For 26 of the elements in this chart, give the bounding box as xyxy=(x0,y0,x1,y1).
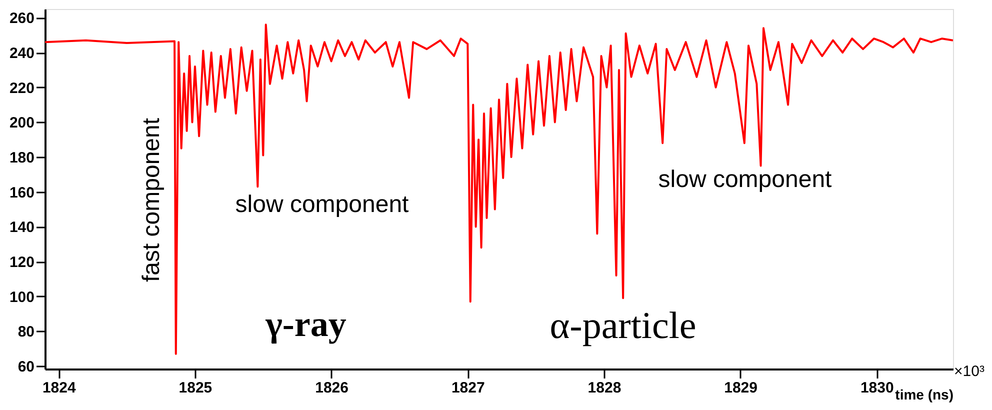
y-tick-label: 120 xyxy=(9,254,34,272)
y-tick-label: 200 xyxy=(9,114,34,132)
text: ×10³ xyxy=(954,363,984,380)
y-tick-label: 100 xyxy=(9,288,34,306)
y-tick-label: 220 xyxy=(9,80,34,97)
x-tick-label: 1826 xyxy=(315,380,348,396)
y-tick-label: 160 xyxy=(9,184,34,202)
x-tick-label: 1828 xyxy=(588,380,622,396)
annotation: slow component xyxy=(235,191,410,218)
annotation: α-particle xyxy=(550,305,696,347)
y-tick-label: 140 xyxy=(9,219,34,236)
annotation: fast component xyxy=(138,118,165,282)
x-axis-title: time (ns) xyxy=(895,386,954,402)
annotation: slow component xyxy=(658,166,832,193)
y-tick-label: 180 xyxy=(9,150,34,167)
x-tick-label: 1830 xyxy=(860,380,894,396)
x-tick-label: 1827 xyxy=(451,380,485,396)
y-tick-label: 80 xyxy=(18,324,34,341)
y-tick-label: 240 xyxy=(9,45,34,62)
y-tick-label: 60 xyxy=(18,358,34,376)
line-series xyxy=(45,24,953,355)
x-tick-label: 1824 xyxy=(42,380,76,396)
annotation: γ-ray xyxy=(264,304,346,344)
y-tick-label: 260 xyxy=(9,10,34,28)
x-tick-label: 1825 xyxy=(178,380,212,396)
x-tick-label: 1829 xyxy=(724,380,758,396)
